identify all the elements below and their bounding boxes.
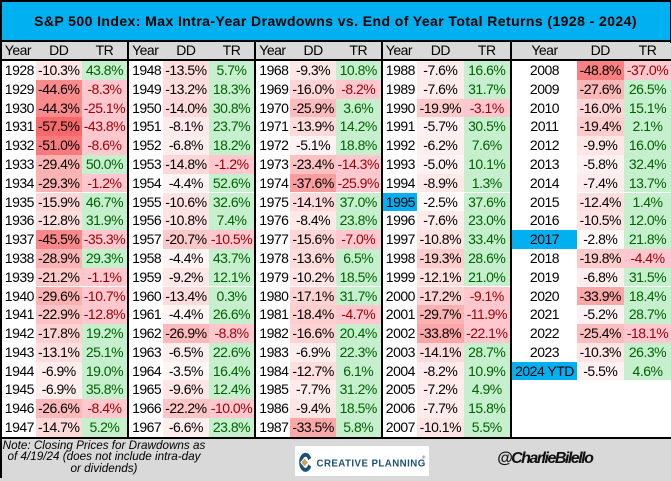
svg-text:®: ® [422,454,426,460]
svg-text:CREATIVE PLANNING: CREATIVE PLANNING [317,459,426,470]
